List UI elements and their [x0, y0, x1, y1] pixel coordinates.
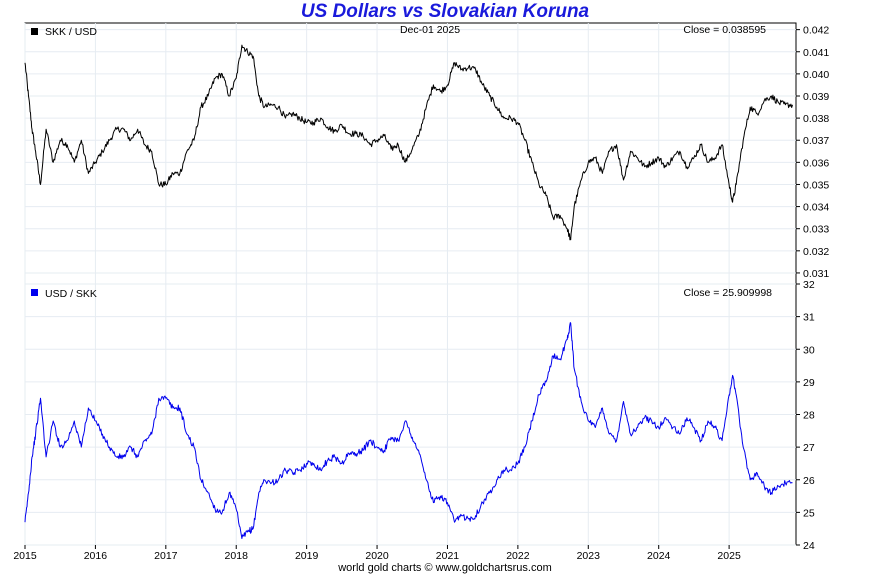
y-tick-label: 0.041: [803, 47, 829, 59]
series-line-skk-usd: [24, 44, 793, 241]
x-tick-label: 2020: [365, 550, 389, 562]
x-axis: 2015 2016 2017 2018 2019 2020 2021 2022 2023 2024…: [13, 545, 741, 562]
close-label-top: Close = 0.038595: [683, 24, 766, 36]
y-tick-label: 31: [803, 312, 815, 324]
x-tick-label: 2025: [717, 550, 741, 562]
y-tick-label: 26: [803, 475, 815, 487]
y-tick-label: 0.035: [803, 179, 829, 191]
x-tick-label: 2019: [295, 550, 319, 562]
y-tick-label: 0.036: [803, 157, 829, 169]
series-line-usd-skk: [24, 322, 793, 539]
date-label: Dec-01 2025: [400, 24, 460, 36]
legend-label-top: SKK / USD: [45, 26, 97, 38]
x-tick-label: 2018: [225, 550, 249, 562]
y-tick-label: 0.031: [803, 268, 829, 280]
y-axis-bottom: 24 25 26 27 28 29 30 31 32: [796, 279, 815, 552]
x-tick-label: 2015: [13, 550, 37, 562]
y-tick-label: 0.042: [803, 25, 829, 37]
grid-bottom: [24, 283, 796, 546]
y-tick-label: 0.037: [803, 135, 829, 147]
x-tick-label: 2024: [647, 550, 671, 562]
y-tick-label: 0.032: [803, 246, 829, 258]
y-tick-label: 29: [803, 377, 815, 389]
close-label-bottom: Close = 25.909998: [684, 287, 773, 299]
x-tick-label: 2017: [154, 550, 178, 562]
x-tick-label: 2021: [436, 550, 460, 562]
y-tick-label: 0.038: [803, 113, 829, 125]
y-tick-label: 24: [803, 540, 815, 552]
legend-label-bottom: USD / SKK: [45, 288, 97, 300]
chart-title: US Dollars vs Slovakian Koruna: [300, 1, 590, 22]
y-tick-label: 30: [803, 344, 815, 356]
series-skk-usd: [24, 44, 793, 241]
x-tick-label: 2016: [84, 550, 108, 562]
y-axis-top: 0.031 0.032 0.033 0.034 0.035 0.036 0.037 0.038…: [796, 25, 829, 280]
grid-top: [24, 23, 796, 284]
x-tick-label: 2023: [577, 550, 601, 562]
series-usd-skk: [24, 322, 793, 539]
y-tick-label: 25: [803, 507, 815, 519]
legend-swatch-top: [31, 28, 38, 35]
y-tick-label: 28: [803, 410, 815, 422]
y-tick-label: 0.040: [803, 69, 829, 81]
y-tick-label: 27: [803, 442, 815, 454]
y-tick-label: 0.033: [803, 224, 829, 236]
y-tick-label: 0.039: [803, 91, 829, 103]
y-tick-label: 0.034: [803, 202, 829, 214]
footer-credit: world gold charts © www.goldchartsrus.co…: [338, 562, 552, 574]
y-tick-label: 32: [803, 279, 815, 291]
x-tick-label: 2022: [506, 550, 530, 562]
legend-swatch-bottom: [31, 289, 38, 296]
